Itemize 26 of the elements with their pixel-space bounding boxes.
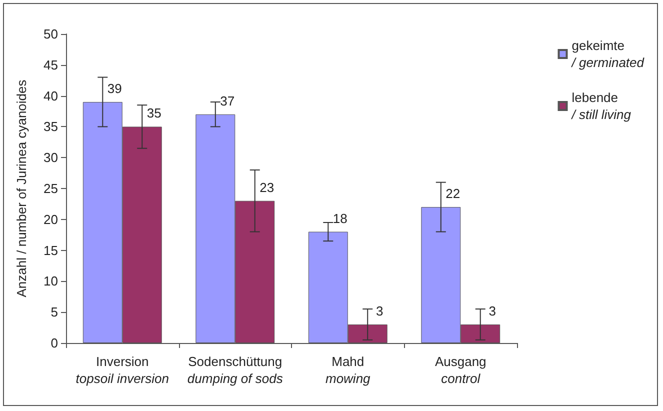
y-tick-label: 35: [44, 119, 58, 134]
legend-label: gekeimte / germinated: [570, 38, 645, 70]
y-axis-title: Anzahl / number of Jurinea cyanoides: [14, 79, 29, 298]
data-label: 3: [376, 303, 384, 318]
y-tick-label: 50: [44, 26, 58, 42]
y-tick-label: 30: [44, 150, 58, 166]
y-tick-label: 0: [50, 336, 58, 350]
data-label: 23: [260, 180, 274, 195]
y-tick-label: 20: [44, 212, 58, 227]
x-tick-label: Mahd mowing: [325, 354, 372, 386]
data-label: 18: [332, 210, 348, 226]
data-label: 35: [146, 106, 162, 121]
data-label: 3: [488, 303, 496, 318]
data-label: 22: [446, 186, 460, 202]
legend-label: lebende / still living: [570, 90, 632, 122]
y-tick-label: 10: [44, 274, 58, 289]
y-tick-label: 25: [44, 181, 58, 196]
y-tick-label: 45: [44, 57, 58, 72]
y-tick-label: 40: [44, 88, 58, 104]
data-label: 37: [220, 93, 235, 108]
x-tick-label: Inversion topsoil inversion: [76, 354, 169, 386]
x-tick-label: Sodenschüttung dumping of sods: [187, 354, 284, 386]
data-label: 39: [107, 80, 122, 96]
y-tick-label: 5: [50, 304, 58, 320]
x-tick-label: Ausgang control: [434, 354, 486, 386]
y-tick-label: 15: [44, 242, 58, 258]
